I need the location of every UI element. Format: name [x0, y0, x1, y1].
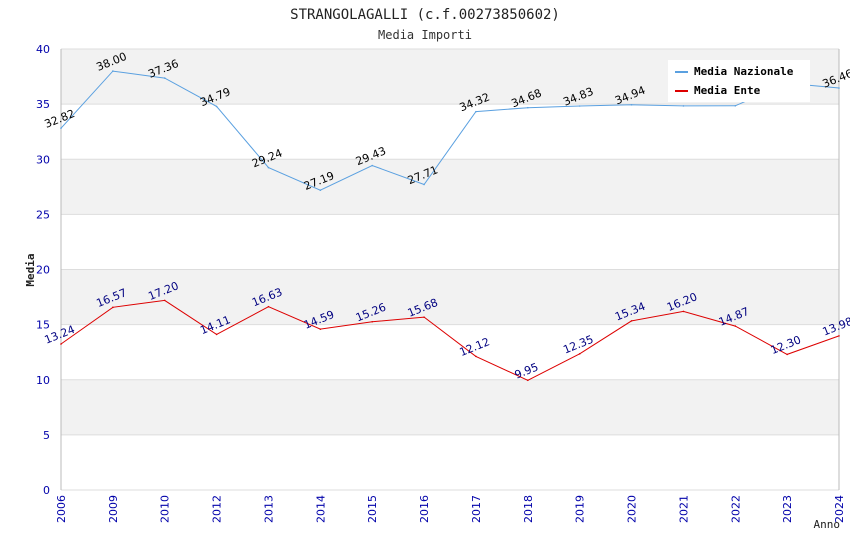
point-1-2010: [163, 299, 166, 302]
point-0-2006: [60, 127, 62, 129]
point-1-2024: [838, 335, 840, 337]
point-1-2020: [630, 320, 633, 322]
point-0-2013: [267, 166, 270, 169]
point-0-2019: [578, 105, 581, 107]
x-tick-2014: 2014: [314, 495, 327, 523]
y-axis-ticks: 0 5 10 15 20 25 30 35 40: [36, 43, 50, 497]
band-5: [61, 379, 839, 435]
point-0-2018: [527, 106, 529, 109]
point-1-2022: [734, 325, 737, 327]
point-1-2014: [319, 328, 322, 330]
legend: Media Nazionale Media Ente: [668, 60, 810, 102]
gridlines: [60, 48, 840, 491]
point-1-2012: [215, 333, 218, 336]
band-25: [61, 159, 839, 215]
x-tick-2006: 2006: [55, 495, 68, 523]
data-label-1-2018: 9.95: [513, 360, 541, 381]
chart-title: STRANGOLAGALLI (c.f.00273850602): [290, 7, 560, 23]
x-axis-label: Anno: [814, 518, 841, 531]
y-tick-5: 5: [43, 429, 50, 442]
point-1-2023: [786, 353, 788, 356]
series-line-0: [60, 70, 840, 191]
legend-box: [668, 60, 810, 102]
data-label-1-2019: 12.35: [561, 333, 595, 357]
x-tick-2013: 2013: [262, 495, 275, 523]
point-0-2022: [734, 104, 737, 107]
x-tick-2022: 2022: [729, 495, 742, 523]
band-15: [61, 269, 839, 325]
x-axis-ticks: 2006 2009 2010 2012 2013 2014 2015 2016 2017 2018…: [55, 495, 846, 523]
y-tick-30: 30: [36, 153, 50, 166]
x-tick-2020: 2020: [626, 495, 639, 523]
x-tick-2015: 2015: [366, 495, 379, 523]
y-tick-10: 10: [36, 374, 50, 387]
point-1-2018: [527, 379, 529, 382]
y-tick-0: 0: [43, 484, 50, 497]
point-0-2015: [371, 164, 374, 167]
y-tick-25: 25: [36, 208, 50, 221]
point-0-2016: [423, 183, 425, 186]
point-0-2009: [112, 70, 114, 72]
x-tick-2018: 2018: [522, 495, 535, 523]
x-tick-2016: 2016: [418, 495, 431, 523]
y-tick-15: 15: [36, 319, 50, 332]
x-tick-2010: 2010: [159, 495, 172, 523]
x-tick-2019: 2019: [574, 495, 587, 523]
point-0-2010: [163, 77, 166, 79]
y-tick-35: 35: [36, 98, 50, 111]
point-0-2012: [215, 105, 218, 108]
x-tick-2024: 2024: [833, 495, 846, 523]
series-layer: [60, 70, 840, 382]
point-1-2006: [60, 343, 62, 345]
point-0-2021: [682, 105, 685, 107]
chart-subtitle: Media Importi: [378, 28, 472, 42]
y-axis-label: Media: [24, 253, 37, 286]
point-1-2013: [267, 305, 270, 308]
point-1-2016: [423, 316, 425, 318]
point-1-2015: [371, 320, 374, 323]
x-tick-2023: 2023: [781, 495, 794, 523]
legend-label-nazionale: Media Nazionale: [694, 65, 794, 78]
point-1-2009: [112, 306, 114, 309]
series-line-1: [60, 299, 840, 381]
y-tick-40: 40: [36, 43, 50, 56]
x-tick-2012: 2012: [211, 495, 224, 523]
point-1-2017: [475, 355, 477, 358]
point-1-2021: [682, 310, 685, 313]
point-0-2014: [319, 189, 322, 192]
point-0-2024: [838, 87, 840, 89]
point-0-2020: [630, 103, 633, 106]
x-tick-2009: 2009: [107, 495, 120, 523]
y-tick-20: 20: [36, 264, 50, 277]
point-1-2019: [578, 353, 581, 355]
background-bands: [61, 49, 839, 435]
x-tick-2021: 2021: [677, 495, 690, 523]
point-0-2017: [475, 110, 477, 113]
legend-label-ente: Media Ente: [694, 84, 761, 97]
x-tick-2017: 2017: [470, 495, 483, 523]
